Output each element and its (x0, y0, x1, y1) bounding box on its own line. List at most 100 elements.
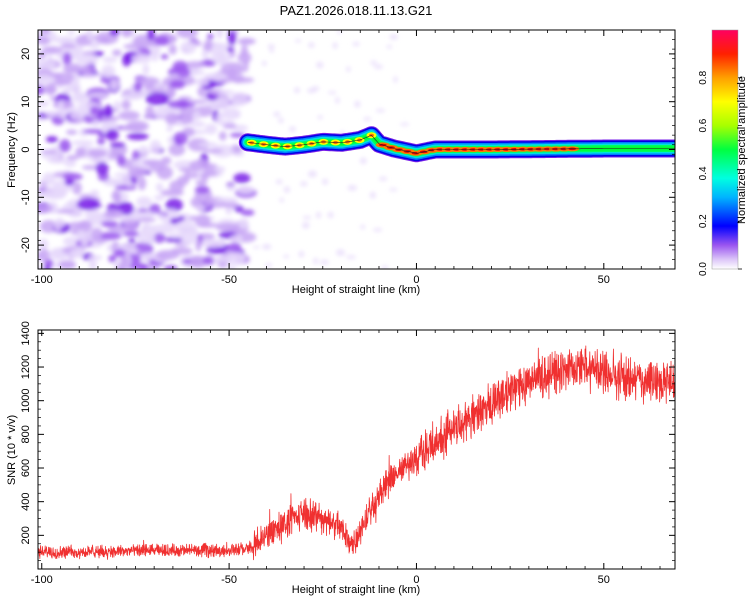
noise-blob (307, 170, 317, 178)
colorbar-tick-label: 0.4 (698, 166, 709, 180)
noise-blob (82, 128, 106, 134)
noise-blob (278, 117, 284, 124)
noise-blob (267, 44, 275, 49)
noise-blob (230, 77, 255, 83)
noise-blob (154, 194, 165, 201)
noise-blob (214, 97, 230, 108)
noise-blob (89, 106, 100, 116)
noise-blob (194, 185, 210, 194)
noise-blob (316, 61, 324, 69)
noise-blob (227, 31, 237, 46)
noise-blob (346, 255, 357, 260)
noise-blob (206, 33, 214, 40)
noise-blob (300, 181, 308, 187)
noise-blob (72, 181, 82, 195)
noise-blob (43, 264, 51, 269)
noise-blob (386, 44, 393, 49)
noise-blob (359, 157, 367, 165)
noise-blob (302, 222, 310, 229)
noise-blob (389, 34, 399, 40)
noise-blob (84, 207, 101, 221)
snr-x-tick-label: -100 (31, 574, 53, 586)
noise-blob (53, 209, 76, 214)
noise-blob (221, 201, 240, 209)
noise-blob (64, 160, 77, 167)
noise-blob (104, 104, 113, 118)
noise-blob (38, 253, 44, 259)
noise-blob (60, 43, 77, 50)
noise-blob (214, 166, 226, 173)
noise-blob (105, 129, 119, 141)
noise-blob (298, 250, 305, 258)
snr-x-tick-label: -50 (221, 574, 237, 586)
noise-blob (238, 218, 249, 230)
noise-blob (393, 76, 398, 83)
noise-blob (215, 197, 239, 203)
noise-blob (95, 162, 109, 175)
noise-blob (189, 69, 205, 75)
noise-blob (178, 115, 194, 125)
noise-blob (152, 232, 166, 244)
noise-blob (167, 100, 191, 109)
noise-blob (370, 60, 378, 65)
noise-blob (42, 187, 66, 200)
noise-blob (107, 225, 130, 233)
noise-blob (237, 37, 256, 45)
noise-blob (240, 209, 255, 217)
noise-blob (168, 44, 177, 55)
noise-blob (38, 51, 46, 60)
noise-blob (40, 149, 58, 154)
noise-blob (133, 81, 143, 92)
noise-blob (62, 63, 83, 73)
noise-blob (46, 82, 56, 96)
noise-blob (302, 215, 312, 220)
noise-blob (240, 44, 248, 58)
noise-blob (38, 36, 51, 45)
noise-blob (79, 108, 89, 116)
noise-blob (139, 228, 147, 236)
noise-blob (220, 62, 244, 76)
noise-blob (149, 140, 162, 154)
noise-blob (75, 54, 99, 66)
snr-y-label: SNR (10 * v/v) (6, 415, 18, 485)
spectrogram-y-tick-label: 0 (20, 146, 32, 152)
noise-blob (38, 74, 55, 85)
noise-blob (126, 120, 149, 132)
noise-blob (215, 222, 239, 232)
noise-blob (62, 52, 72, 66)
noise-blob (289, 126, 296, 133)
noise-blob (101, 118, 118, 133)
spectrogram-panel: -100 -50 0 50 20 10 0 -10 -20 Height of straigh… (6, 29, 676, 296)
noise-blob (147, 231, 156, 245)
noise-blob (86, 30, 93, 41)
noise-blob (211, 52, 231, 64)
noise-blob (165, 237, 183, 243)
noise-blob (294, 87, 300, 94)
noise-blob (225, 207, 233, 215)
noise-blob (116, 154, 126, 166)
noise-blob (126, 132, 149, 141)
colorbar-label: Normalized spectral amplitude (736, 76, 748, 224)
noise-blob (227, 266, 236, 269)
noise-blob (69, 112, 84, 120)
spectrogram-x-tick-label: 50 (598, 274, 610, 286)
noise-blob (69, 248, 81, 259)
noise-blob (115, 184, 137, 191)
noise-blob (38, 204, 53, 214)
noise-blob (204, 39, 213, 52)
noise-blob (335, 97, 340, 104)
noise-blob (212, 256, 226, 263)
noise-blob (275, 179, 283, 185)
snr-y-tick-label: 400 (20, 492, 32, 510)
noise-blob (369, 191, 376, 199)
noise-blob (118, 110, 141, 121)
spectrogram-y-tick-label: 20 (20, 48, 32, 60)
noise-blob (40, 30, 51, 35)
noise-blob (225, 251, 246, 266)
noise-blob (100, 115, 120, 122)
noise-blob (149, 203, 161, 214)
noise-blob (378, 176, 388, 181)
noise-blob (180, 41, 196, 55)
noise-blob (156, 165, 173, 180)
noise-blob (57, 100, 64, 114)
